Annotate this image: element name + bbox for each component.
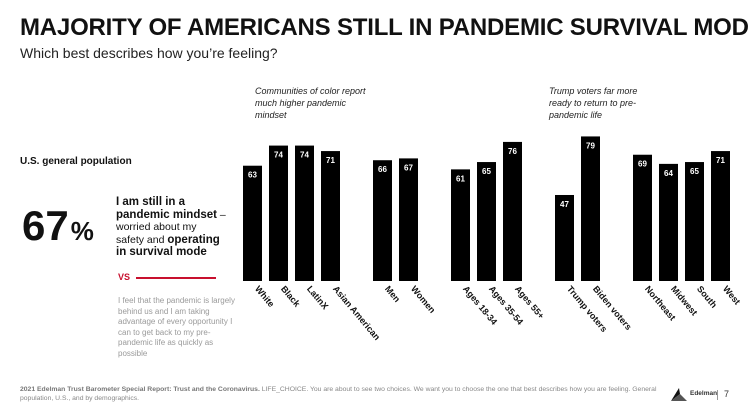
bar-value-label: 74 <box>274 151 283 160</box>
bar-black <box>269 145 288 281</box>
category-label: Asian American <box>331 284 382 342</box>
bar-value-label: 71 <box>716 156 725 165</box>
category-label: Women <box>409 284 437 315</box>
vs-label: VS <box>118 272 131 282</box>
logo-text: Edelman <box>690 390 718 397</box>
category-label: West <box>721 284 742 307</box>
bar-ages-35-54 <box>477 162 496 281</box>
headline-percentage: 67% <box>22 205 94 252</box>
logo-separator <box>717 390 718 400</box>
category-label: White <box>253 284 276 309</box>
category-label: Black <box>279 284 303 310</box>
bar-white <box>243 165 262 281</box>
bar-value-label: 63 <box>248 171 257 180</box>
bar-value-label: 61 <box>456 174 465 183</box>
population-label: U.S. general population <box>20 156 132 167</box>
page-number: 7 <box>724 389 730 399</box>
bar-value-label: 47 <box>560 200 569 209</box>
alternative-statement: I feel that the pandemic is largely behi… <box>118 296 235 358</box>
bar-midwest <box>659 163 678 281</box>
bar-south <box>685 162 704 281</box>
bar-value-label: 76 <box>508 147 517 156</box>
bar-women <box>399 158 418 281</box>
bar-ages-55+ <box>503 141 522 281</box>
footer-source-title: 2021 Edelman Trust Barometer Special Rep… <box>20 386 260 393</box>
pandemic-mindset-statement: I am still in a pandemic mindset – worri… <box>116 196 226 259</box>
bar-value-label: 69 <box>638 160 647 169</box>
bar-ages-18-34 <box>451 169 470 281</box>
page-title: MAJORITY OF AMERICANS STILL IN PANDEMIC … <box>20 14 750 41</box>
page-subtitle: Which best describes how you’re feeling? <box>20 45 278 61</box>
bar-value-label: 64 <box>664 169 673 178</box>
annotation-communities-of-color: Communities of color report much higher … <box>255 86 366 120</box>
bar-value-label: 79 <box>586 141 595 150</box>
edelman-logo-icon <box>671 388 687 401</box>
category-label: Men <box>383 284 402 304</box>
footer-source: 2021 Edelman Trust Barometer Special Rep… <box>20 385 660 403</box>
bar-value-label: 65 <box>690 167 699 176</box>
vs-divider <box>136 277 216 279</box>
bar-trump-voters <box>555 194 574 281</box>
bar-northeast <box>633 154 652 281</box>
category-label: South <box>695 284 719 310</box>
bar-value-label: 65 <box>482 167 491 176</box>
bar-men <box>373 160 392 281</box>
bar-biden-voters <box>581 136 600 281</box>
percent-symbol: % <box>70 216 94 246</box>
bar-value-label: 66 <box>378 165 387 174</box>
statement-bold-2: operating in survival mode <box>116 233 220 259</box>
statement-bold-1: I am still in a pandemic mindset <box>116 196 217 221</box>
bar-value-label: 67 <box>404 163 413 172</box>
bar-west <box>711 151 730 281</box>
category-label: LatinX <box>305 284 330 312</box>
footer-source-text: LIFE_CHOICE. You are about to see two ch… <box>20 386 657 402</box>
bar-latinx <box>295 145 314 281</box>
bar-value-label: 74 <box>300 151 309 160</box>
bar-value-label: 71 <box>326 156 335 165</box>
statement-plain: – worried about my safety and <box>116 208 226 246</box>
annotation-trump-voters: Trump voters far more ready to return to… <box>549 86 638 120</box>
headline-value: 67 <box>22 202 69 249</box>
bar-asian-american <box>321 151 340 281</box>
